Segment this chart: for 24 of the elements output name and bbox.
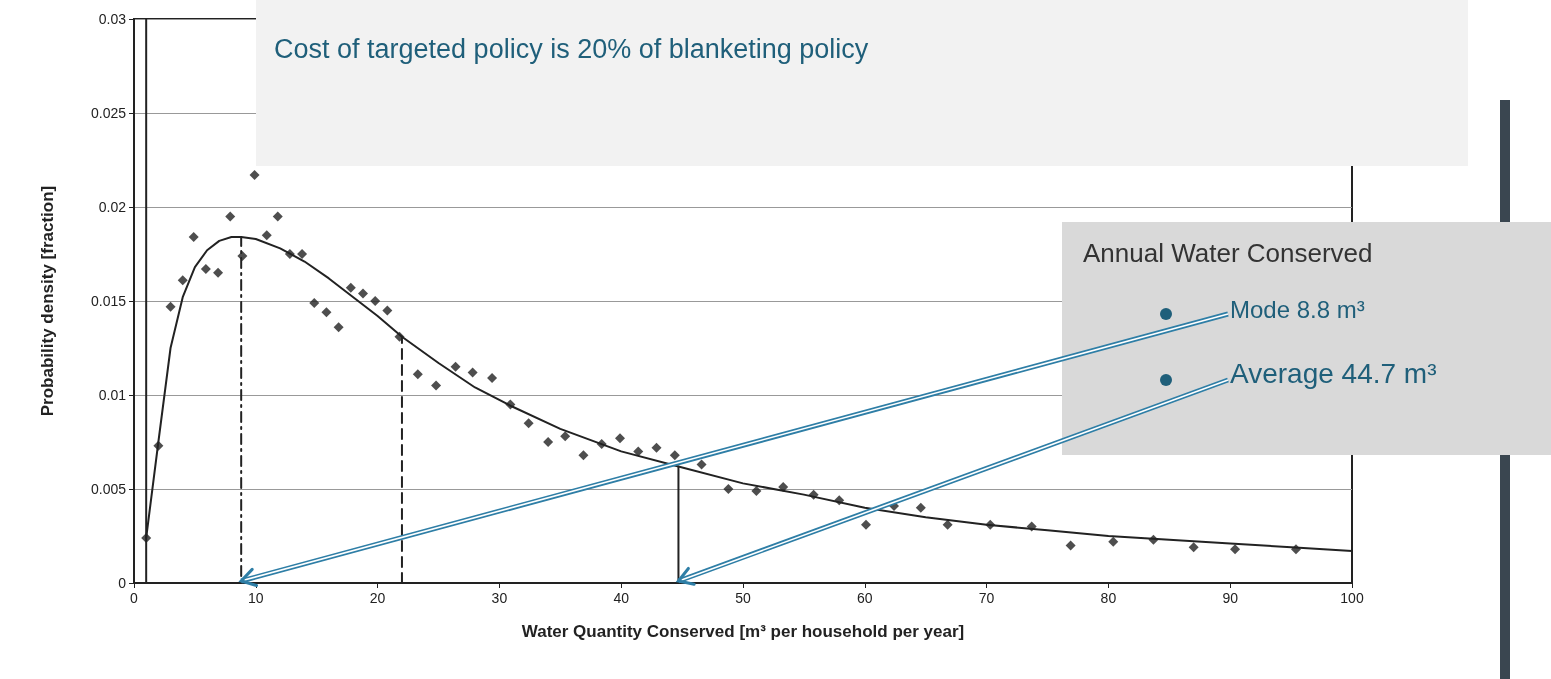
y-tick-label: 0.01 (98, 387, 127, 403)
x-tick-label: 70 (978, 590, 995, 606)
y-tick-label: 0.03 (98, 11, 127, 27)
x-tick-label: 30 (491, 590, 508, 606)
annotation: Annual Water Conserved (1083, 238, 1373, 269)
x-tick-label: 60 (857, 590, 873, 606)
x-tick-label: 40 (613, 590, 630, 606)
y-tick-label: 0.02 (98, 199, 127, 215)
annotation: Cost of targeted policy is 20% of blanketing policy (274, 34, 869, 65)
y-axis-title: Probability density [fraction] (38, 185, 57, 417)
x-tick-label: 0 (130, 590, 139, 606)
x-tick-label: 80 (1100, 590, 1117, 606)
y-tick-label: 0.025 (90, 105, 127, 121)
x-tick-label: 50 (735, 590, 751, 606)
annotation: Mode 8.8 m³ (1230, 296, 1365, 324)
x-tick-label: 10 (248, 590, 264, 606)
x-tick-label: 20 (369, 590, 386, 606)
y-tick-label: 0.005 (90, 481, 127, 497)
y-tick-label: 0 (118, 575, 127, 591)
x-axis-title: Water Quantity Conserved [m³ per household per year] (521, 622, 965, 641)
x-tick-label: 100 (1340, 590, 1364, 606)
x-tick-label: 90 (1222, 590, 1239, 606)
y-tick-label: 0.015 (90, 293, 127, 309)
annotation: Average 44.7 m³ (1230, 358, 1437, 390)
